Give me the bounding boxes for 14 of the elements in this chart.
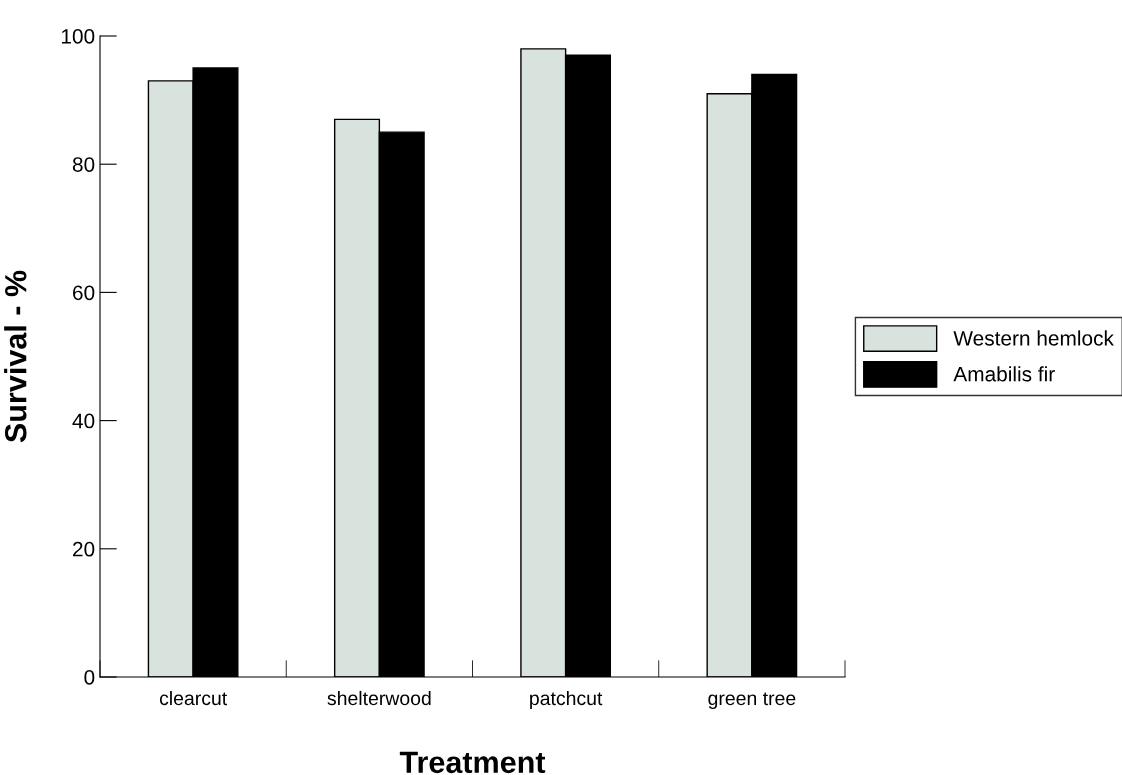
x-tick-label: green tree: [708, 692, 796, 710]
y-axis-title: Survival - %: [4, 270, 27, 443]
x-axis-title: Treatment: [399, 751, 546, 774]
y-tick-label: 100: [61, 29, 95, 44]
x-tick-label: patchcut: [530, 690, 603, 710]
y-tick-label: 0: [84, 670, 95, 685]
y-tick-label: 60: [73, 285, 95, 301]
legend-label: Western hemlock: [953, 330, 1114, 346]
legend-label: Amabilis fir: [953, 366, 1055, 382]
x-tick-label: clearcut: [159, 690, 228, 706]
y-tick-label: 20: [73, 541, 95, 557]
y-tick-label: 80: [72, 157, 95, 172]
x-tick-label: shelterwood: [327, 690, 431, 706]
y-tick-label: 40: [72, 413, 95, 429]
